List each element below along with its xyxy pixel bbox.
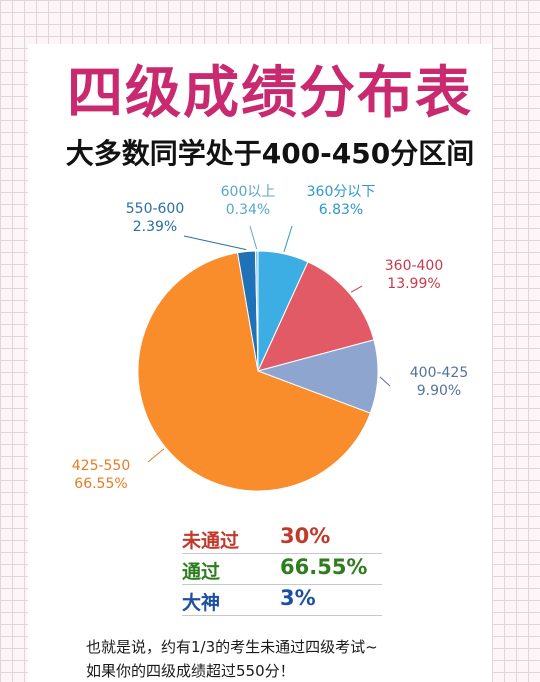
summary-value: 66.55%	[280, 555, 368, 579]
pie-slice-5	[254, 250, 259, 372]
pass-rate-summary: 未通过 30% 通过 66.55% 大神 3%	[182, 523, 382, 616]
slice-name: 550-600	[125, 201, 185, 217]
slice-percent: 0.34%	[225, 202, 271, 218]
slice-percent: 6.83%	[318, 202, 364, 218]
slice-name: 600以上	[220, 184, 276, 200]
page-title: 四级成绩分布表	[67, 61, 473, 126]
page-subtitle: 大多数同学处于400-450分区间	[65, 137, 475, 170]
slice-name: 425-550	[71, 458, 131, 474]
pie-leader-lines	[147, 225, 391, 463]
pie-slices	[137, 250, 379, 492]
footer-line-1: 也就是说，约有1/3的考生未通过四级考试~	[86, 638, 378, 656]
summary-value: 30%	[280, 524, 331, 548]
slice-percent: 9.90%	[416, 383, 462, 399]
footer-line-2: 如果你的四级成绩超过550分！	[86, 662, 295, 680]
slice-name: 360分以下	[306, 184, 376, 200]
slice-label-over-600: 600以上 0.34%	[208, 183, 288, 219]
summary-value: 3%	[280, 586, 316, 610]
leader-line-3	[147, 448, 165, 463]
pie-slice-1	[257, 261, 375, 372]
slice-name: 360-400	[384, 258, 444, 274]
slice-label-400-425: 400-425 9.90%	[394, 364, 484, 400]
slice-percent: 2.39%	[132, 219, 178, 235]
summary-key: 大神	[182, 592, 221, 614]
summary-key: 未通过	[182, 530, 240, 552]
slice-name: 400-425	[409, 365, 469, 381]
leader-line-0	[283, 225, 293, 252]
leader-line-2	[379, 376, 391, 387]
slice-percent: 13.99%	[387, 276, 441, 292]
slice-label-under-360: 360分以下 6.83%	[296, 183, 386, 219]
summary-row-top: 大神 3%	[182, 585, 382, 616]
slice-label-360-400: 360-400 13.99%	[364, 257, 464, 293]
leader-line-4	[183, 235, 247, 251]
pie-slice-2	[256, 339, 379, 414]
summary-row-pass: 通过 66.55%	[182, 554, 382, 585]
pie-slice-3	[137, 252, 371, 492]
leader-line-5	[249, 225, 258, 250]
slice-label-425-550: 425-550 66.55%	[56, 457, 146, 493]
slice-label-550-600: 550-600 2.39%	[110, 200, 200, 236]
leader-line-1	[350, 285, 363, 293]
summary-row-fail: 未通过 30%	[182, 523, 382, 554]
summary-key: 通过	[182, 561, 221, 583]
slice-percent: 66.55%	[74, 476, 128, 492]
